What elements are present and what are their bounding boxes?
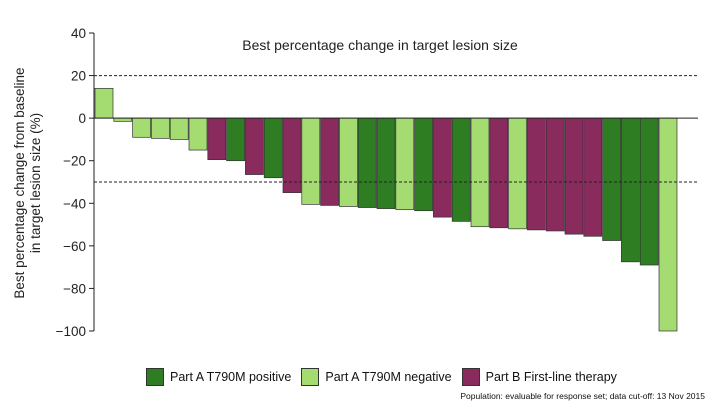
y-axis-label-line2: in target lesion size (%) [28, 113, 43, 253]
legend-item-part-a-negative: Part A T790M negative [301, 368, 452, 386]
bars-layer [94, 87, 678, 332]
legend-item-part-b: Part B First-line therapy [461, 368, 617, 386]
legend: Part A T790M positive Part A T790M negat… [146, 368, 627, 386]
bar [621, 117, 640, 263]
y-tick-label: 20 [71, 69, 86, 84]
legend-label-part-b: Part B First-line therapy [485, 370, 617, 384]
legend-swatch-part-b [461, 368, 480, 386]
bar [489, 117, 509, 229]
footnote: Population: evaluable for response set; … [460, 391, 705, 401]
bar [433, 117, 452, 218]
y-tick-label: −100 [56, 324, 86, 339]
bar [245, 117, 264, 175]
bar [451, 117, 471, 222]
legend-swatch-part-a-negative [301, 368, 320, 386]
bar [188, 117, 208, 151]
bar [602, 117, 621, 241]
bar [132, 117, 151, 138]
y-tick-label: −20 [63, 154, 86, 169]
y-axis-label: Best percentage change from baseline in … [12, 67, 43, 298]
bar [395, 117, 415, 211]
legend-label-part-a-negative: Part A T790M negative [325, 370, 452, 384]
bar [639, 117, 659, 266]
bar [564, 117, 584, 235]
bar [151, 117, 170, 139]
y-tick-label: 0 [78, 111, 86, 126]
bar [658, 117, 678, 332]
bar [357, 117, 377, 208]
legend-label-part-a-positive: Part A T790M positive [170, 370, 292, 384]
y-tick-label: −60 [63, 239, 86, 254]
y-axis: 40 20 0 −20 −40 −60 −80 −100 [56, 26, 698, 339]
y-tick-label: 40 [71, 26, 86, 41]
bar [583, 117, 603, 237]
bar [527, 117, 546, 231]
bar [169, 117, 189, 140]
bar [376, 117, 396, 209]
bar [226, 117, 245, 162]
bar [94, 87, 114, 119]
bar [263, 117, 283, 179]
bar [508, 117, 527, 230]
bar [470, 117, 490, 228]
bar [282, 117, 302, 193]
y-tick-label: −40 [63, 196, 86, 211]
bar [320, 117, 339, 206]
bar [545, 117, 565, 232]
y-tick-label: −80 [63, 281, 86, 296]
legend-swatch-part-a-positive [146, 368, 164, 386]
y-axis-label-line1: Best percentage change from baseline [12, 67, 27, 298]
chart-title: Best percentage change in target lesion … [242, 37, 518, 53]
bar [301, 117, 321, 205]
bar [207, 117, 227, 160]
bar [339, 117, 358, 207]
legend-item-part-a-positive: Part A T790M positive [146, 368, 291, 386]
bar [414, 117, 433, 212]
